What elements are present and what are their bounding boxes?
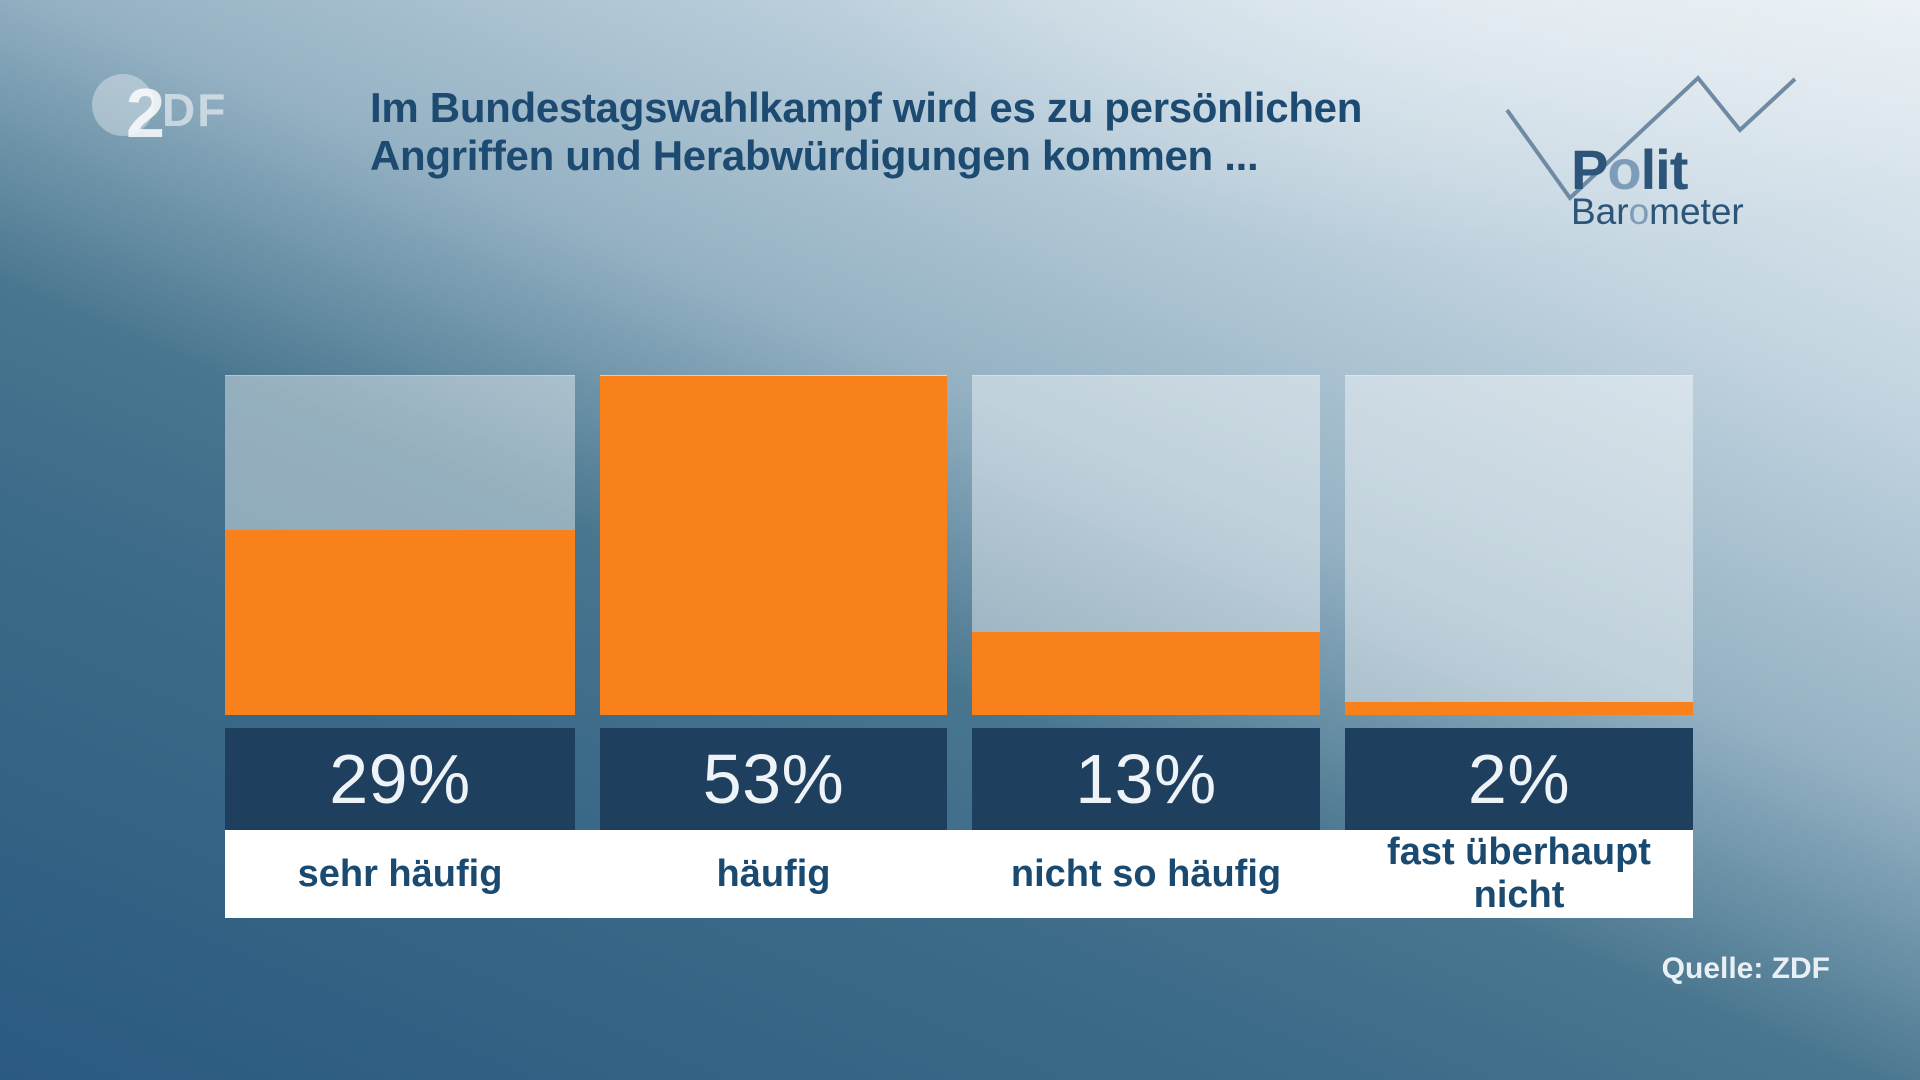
barometer-wordmark: Barometer [1571, 192, 1744, 232]
bar-track-haeufig [600, 375, 947, 715]
value-band-nicht-so-haeufig: 13% [972, 728, 1320, 830]
value-band-haeufig: 53% [600, 728, 947, 830]
page-title: Im Bundestagswahlkampf wird es zu persön… [370, 84, 1362, 180]
category-label-strip: sehr häufig häufig nicht so häufig fast … [225, 830, 1693, 918]
zigzag-line-icon [1505, 75, 1797, 202]
value-label: 53% [702, 740, 845, 818]
zdf-circle-icon [92, 74, 154, 136]
barometer-letters: meter [1649, 191, 1744, 232]
page-title-line1: Im Bundestagswahlkampf wird es zu persön… [370, 84, 1363, 131]
bar-fill-nicht-so-haeufig [972, 631, 1320, 715]
value-label: 2% [1467, 740, 1571, 818]
source-credit: Quelle: ZDF [1661, 952, 1830, 985]
category-label: sehr häufig [297, 852, 503, 895]
barometer-letter-o: o [1628, 191, 1650, 232]
bar-fill-fast-ueberhaupt-nicht [1345, 702, 1693, 715]
value-label: 29% [329, 740, 471, 818]
polit-letter-o: o [1607, 138, 1641, 201]
bar-track-nicht-so-haeufig [972, 375, 1320, 715]
bar-track-fast-ueberhaupt-nicht [1345, 375, 1693, 715]
value-label: 13% [1075, 740, 1217, 818]
polit-letters: lit [1640, 138, 1689, 201]
barometer-letters: Bar [1571, 191, 1629, 232]
value-band-fast-ueberhaupt-nicht: 2% [1345, 728, 1693, 830]
bar-track-sehr-haeufig [225, 375, 575, 715]
politbarometer-logo: Polit Barometer [1495, 58, 1825, 232]
polit-letter: P [1571, 138, 1608, 201]
bar-chart: 29% 53% 13% 2% sehr häufig häufig nicht … [225, 375, 1693, 918]
bar-fill-sehr-haeufig [225, 529, 575, 715]
bar-fill-haeufig [600, 376, 947, 715]
category-label: nicht so häufig [1010, 852, 1282, 895]
zdf-logo: 2 DF [90, 72, 270, 152]
polit-wordmark: Polit [1571, 142, 1688, 198]
zdf-logo-letters: DF [162, 84, 228, 136]
category-label: fast überhaupt nicht [1387, 831, 1651, 916]
page-title-line2: Angriffen und Herabwürdigungen kommen ..… [370, 132, 1259, 179]
zdf-logo-digit: 2 [126, 74, 165, 152]
value-band-sehr-haeufig: 29% [225, 728, 575, 830]
category-label: häufig [716, 852, 831, 895]
